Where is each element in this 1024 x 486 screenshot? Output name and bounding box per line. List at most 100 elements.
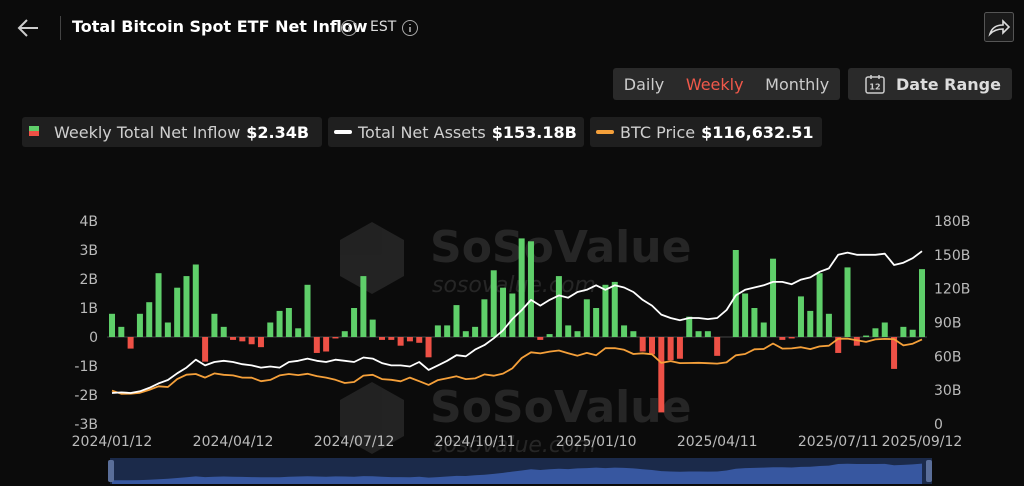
period-toggle: Daily Weekly Monthly — [613, 68, 840, 100]
bar — [118, 326, 125, 337]
x-tick-label: 2024/07/12 — [314, 434, 395, 450]
bar — [379, 337, 385, 340]
bar — [881, 322, 888, 337]
back-button[interactable] — [16, 16, 42, 40]
legend-value: $116,632.51 — [701, 122, 814, 142]
bar — [490, 270, 497, 337]
bar — [695, 331, 702, 337]
bar — [900, 326, 907, 337]
y2-tick-label: 60B — [934, 349, 961, 365]
bar — [732, 250, 739, 337]
bar — [844, 267, 851, 337]
bar — [155, 273, 162, 337]
bar — [416, 337, 423, 343]
bar — [434, 325, 441, 337]
bar — [816, 273, 823, 337]
watermark: SoSoValue sosovalue.com SoSoValue sosova… — [340, 222, 691, 458]
bar — [742, 293, 749, 337]
bar — [313, 337, 320, 353]
divider — [60, 16, 61, 40]
bar — [285, 308, 292, 337]
bar — [602, 284, 609, 337]
bar — [192, 264, 199, 337]
y2-tick-label: 150B — [934, 248, 970, 264]
legend-name: BTC Price — [620, 122, 696, 142]
line — [111, 250, 923, 394]
period-option[interactable]: Monthly — [765, 74, 830, 94]
bar — [565, 325, 572, 337]
date-range-label: Date Range — [896, 74, 1001, 94]
bar — [248, 337, 255, 345]
bar — [453, 305, 460, 337]
y-tick-label: -3B — [74, 417, 98, 433]
calendar-day: 12 — [869, 83, 880, 92]
legend-item[interactable]: Total Net Assets $153.18B — [328, 117, 584, 147]
x-tick-label: 2025/07/11 — [798, 434, 879, 450]
bar — [658, 337, 665, 413]
x-tick-label: 2024/01/12 — [72, 434, 153, 450]
bar — [630, 331, 637, 337]
watermark-brand: SoSoValue — [430, 382, 691, 433]
page-title: Total Bitcoin Spot ETF Net Inflow — [72, 17, 368, 36]
y-tick-label: -2B — [74, 388, 98, 404]
bar — [230, 337, 237, 340]
bar — [546, 334, 553, 337]
bar — [788, 337, 795, 339]
legend-item[interactable]: BTC Price $116,632.51 — [590, 117, 822, 147]
legend-icon — [29, 126, 39, 136]
share-button[interactable] — [984, 12, 1014, 42]
bar — [751, 308, 758, 337]
y-tick-label: 1B — [79, 301, 98, 317]
legend-name: Weekly Total Net Inflow — [54, 122, 241, 142]
bar — [136, 313, 143, 337]
bar — [779, 337, 786, 340]
bar — [360, 276, 367, 337]
timezone: EST — [370, 19, 397, 35]
bar — [397, 337, 404, 346]
plot: -3B -2B -1B 0 1B 2B 3B 4B 0 30B 60B 90B 120B 150B 180B… — [72, 214, 971, 450]
bar — [583, 299, 590, 337]
period-option[interactable]: Weekly — [685, 74, 744, 94]
x-tick-label: 2025/01/10 — [556, 434, 637, 450]
legend-value: $153.18B — [491, 122, 577, 142]
period-option[interactable]: Daily — [623, 74, 665, 94]
date-range-button[interactable]: 12 Date Range — [848, 68, 1012, 100]
bar — [164, 322, 171, 337]
bar — [146, 302, 153, 337]
legend-icon — [596, 130, 614, 134]
bar — [667, 337, 674, 361]
bar — [872, 328, 879, 337]
bar — [257, 337, 264, 348]
bar — [388, 337, 395, 340]
bar — [760, 322, 767, 337]
bar — [825, 313, 832, 337]
bar — [425, 337, 432, 358]
bar — [500, 287, 507, 337]
bar — [509, 293, 516, 337]
x-tick-label: 2025/04/11 — [677, 434, 758, 450]
navigator-handle[interactable] — [926, 460, 932, 482]
bar — [527, 241, 534, 337]
bar — [127, 337, 134, 349]
info-icon[interactable] — [340, 19, 358, 37]
bar — [462, 331, 469, 337]
watermark-site: sosovalue.com — [432, 433, 596, 458]
bar — [323, 337, 330, 352]
info-icon[interactable] — [401, 19, 419, 37]
watermark-brand: SoSoValue — [430, 222, 691, 273]
navigator-handle[interactable] — [108, 460, 114, 482]
bar — [704, 331, 711, 337]
navigator-area — [112, 463, 922, 484]
bar — [444, 325, 451, 337]
bar — [863, 335, 870, 337]
y-tick-label: 2B — [79, 272, 98, 288]
legend-item[interactable]: Weekly Total Net Inflow $2.34B — [22, 117, 322, 147]
bar — [341, 331, 348, 337]
bar — [574, 331, 581, 337]
legend-value: $2.34B — [246, 122, 310, 142]
legend-icon — [334, 130, 352, 134]
bar — [183, 276, 190, 337]
x-tick-label: 2025/09/12 — [882, 434, 963, 450]
